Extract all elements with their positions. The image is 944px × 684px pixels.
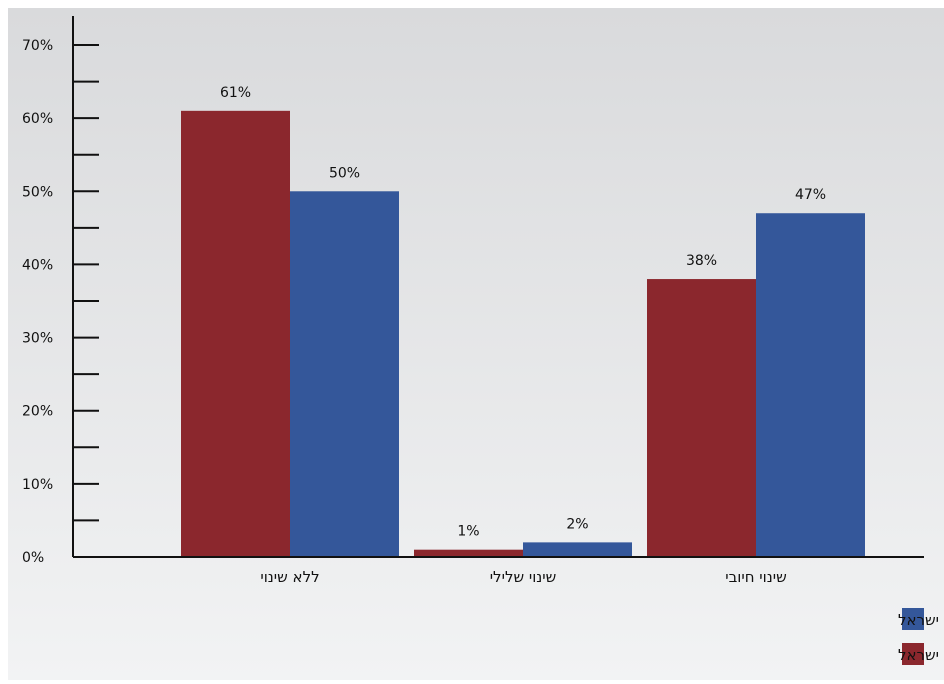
data-label: 2% — [566, 516, 588, 532]
data-label: 61% — [220, 85, 251, 101]
data-label: 50% — [329, 165, 360, 181]
y-tick-label: 0% — [22, 550, 44, 566]
y-tick-label: 50% — [22, 184, 53, 200]
category-label: שינוי שלילי — [490, 568, 557, 586]
data-label: 38% — [686, 253, 717, 269]
category-label: שינוי חיובי — [725, 568, 786, 586]
y-tick-label: 40% — [22, 257, 53, 273]
bar — [756, 213, 865, 557]
bar — [181, 111, 290, 557]
bar — [647, 279, 756, 557]
data-label: 47% — [795, 187, 826, 203]
legend-label: רמת היכרות נמוכה עם ישראל — [898, 611, 944, 629]
y-tick-label: 70% — [22, 38, 53, 54]
data-label: 1% — [457, 524, 479, 540]
legend-label: רמת היכרות גבוהה עם ישראל — [898, 646, 944, 664]
y-tick-label: 10% — [22, 477, 53, 493]
bar — [523, 542, 632, 557]
y-tick-label: 60% — [22, 111, 53, 127]
bar — [290, 191, 399, 557]
y-tick-label: 20% — [22, 404, 53, 420]
y-tick-label: 30% — [22, 331, 53, 347]
category-label: ללא שינוי — [260, 568, 319, 586]
bar — [414, 550, 523, 557]
